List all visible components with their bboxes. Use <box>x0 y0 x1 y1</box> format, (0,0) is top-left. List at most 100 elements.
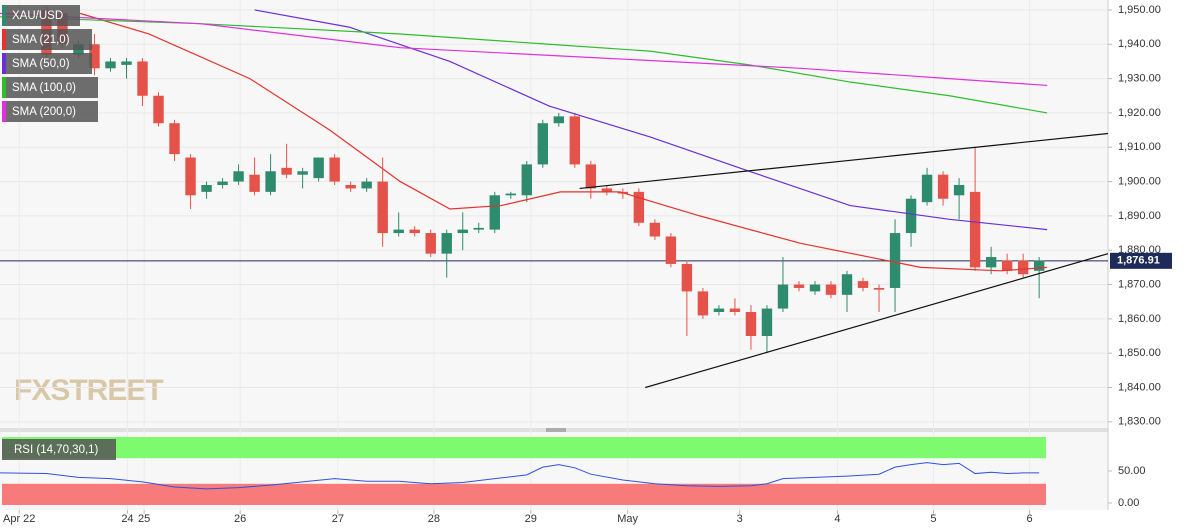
legend-box <box>2 439 116 460</box>
candle-body <box>649 222 661 237</box>
candle-body <box>441 233 452 254</box>
candle-body <box>233 171 244 182</box>
candle-body <box>841 274 853 295</box>
candle-body <box>697 291 709 316</box>
candle-body <box>89 44 100 69</box>
candle-body <box>377 181 388 234</box>
y-tick-label: 1,890.00 <box>1118 210 1161 222</box>
legend-swatch <box>2 53 6 74</box>
x-tick-label: 29 <box>525 513 537 525</box>
y-tick-label: 1,940.00 <box>1118 38 1161 50</box>
panel-separator <box>0 428 1108 432</box>
y-tick-label: 1,930.00 <box>1118 73 1161 85</box>
candle-body <box>169 123 180 155</box>
candle-body <box>681 263 693 292</box>
candle-body <box>521 164 532 196</box>
plot-background <box>0 0 1108 510</box>
candle-body <box>185 157 196 196</box>
candle-body <box>553 116 565 124</box>
candle-body <box>281 167 292 175</box>
candle-body <box>713 308 725 312</box>
y-tick-label: 1,880.00 <box>1118 244 1161 256</box>
x-tick-label: 27 <box>332 513 344 525</box>
y-tick-label: 1,900.00 <box>1118 175 1161 187</box>
candle-body <box>793 284 805 288</box>
candle-body <box>313 157 324 179</box>
watermark: FXSTREET <box>14 374 163 407</box>
y-tick-label: 1,840.00 <box>1118 381 1161 393</box>
legend-box <box>2 53 92 74</box>
candle-body <box>777 284 789 309</box>
candle-body <box>585 164 597 189</box>
candle-body <box>745 311 757 337</box>
legend-box <box>2 77 98 98</box>
candle-body <box>921 174 933 203</box>
sma-line <box>254 9 1048 231</box>
candle-body <box>537 123 548 165</box>
price-label-box <box>1110 252 1172 269</box>
legend-label: SMA (50,0) <box>12 58 70 70</box>
candle-body <box>121 61 132 65</box>
legend-box <box>2 101 98 122</box>
candle-body <box>201 184 212 192</box>
x-tick-label: 5 <box>930 513 936 525</box>
legend-swatch <box>2 77 6 98</box>
candle-body <box>505 193 516 196</box>
x-tick-label: May <box>617 513 638 525</box>
candle-body <box>665 236 677 264</box>
legend-swatch <box>2 101 6 122</box>
x-tick-label: 4 <box>834 513 840 525</box>
candle-body <box>489 195 500 230</box>
legend-label: SMA (200,0) <box>12 106 76 118</box>
legend-swatch <box>2 5 6 26</box>
candle-body <box>361 181 372 189</box>
candle-body <box>633 191 645 223</box>
x-tick-label: 24 <box>121 513 133 525</box>
y-tick-label: 1,950.00 <box>1118 4 1161 16</box>
trendline <box>645 253 1109 389</box>
candle-body <box>825 284 837 295</box>
y-tick-label: 1,830.00 <box>1118 416 1161 428</box>
sma-line <box>0 12 1048 87</box>
legend-label: SMA (21,0) <box>12 34 70 46</box>
x-tick-label: 28 <box>428 513 440 525</box>
candle-body <box>105 61 116 69</box>
candle-body <box>601 188 613 192</box>
candle-body <box>249 174 260 192</box>
candle-body <box>265 171 276 192</box>
candle-body <box>1017 260 1029 275</box>
candle-body <box>1001 260 1013 271</box>
candle-body <box>985 257 997 268</box>
candle-body <box>873 287 885 290</box>
sma-line <box>0 16 1048 114</box>
candle-body <box>297 171 308 175</box>
legend-box <box>2 5 80 26</box>
x-tick-label: 3 <box>737 513 743 525</box>
candle-body <box>569 116 581 165</box>
oversold-zone <box>2 483 1046 505</box>
candle-body <box>889 233 901 288</box>
y-tick-label: 0.00 <box>1118 497 1139 509</box>
x-tick-label: 6 <box>1026 513 1032 525</box>
candle-body <box>457 229 468 234</box>
candle-body <box>857 281 869 288</box>
candle-body <box>57 13 68 45</box>
candle-body <box>137 61 148 96</box>
candle-body <box>345 184 356 189</box>
candle-body <box>217 181 228 185</box>
candle-body <box>393 229 404 234</box>
y-tick-label: 50.00 <box>1118 465 1146 477</box>
candle-body <box>1033 260 1045 271</box>
x-tick-label: 26 <box>234 513 246 525</box>
legend-label: SMA (100,0) <box>12 82 76 94</box>
trendline <box>579 132 1109 190</box>
x-tick-label: Apr 22 <box>3 513 35 525</box>
candle-body <box>473 227 484 230</box>
y-tick-label: 1,860.00 <box>1118 313 1161 325</box>
legend-label: RSI (14,70,30,1) <box>14 444 99 456</box>
price-label: 1,876.91 <box>1117 255 1160 267</box>
candle-body <box>409 229 420 234</box>
legend-swatch <box>2 29 6 50</box>
candle-body <box>425 233 436 254</box>
candle-body <box>905 198 917 234</box>
